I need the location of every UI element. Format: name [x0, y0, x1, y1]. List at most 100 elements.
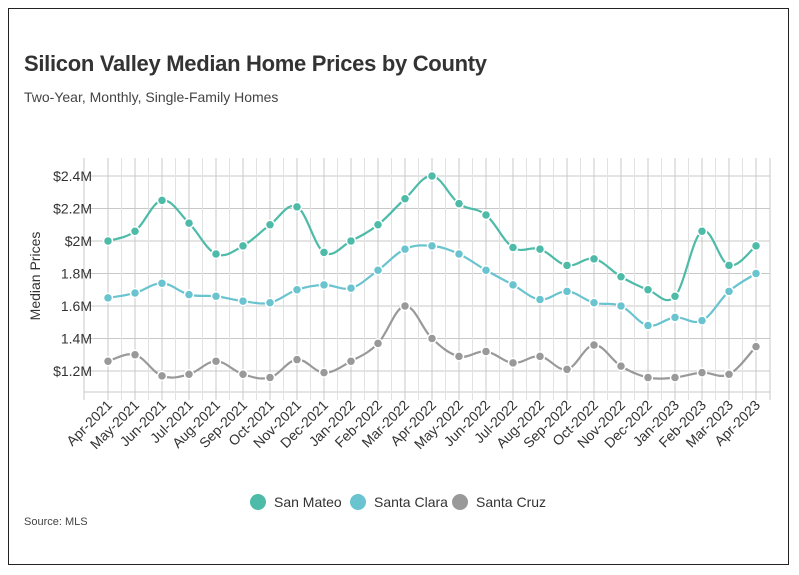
data-point-san-mateo	[669, 291, 681, 302]
data-point-san-mateo	[399, 193, 411, 204]
chart-subtitle: Two-Year, Monthly, Single-Family Homes	[24, 89, 279, 105]
data-point-santa-clara	[696, 315, 708, 326]
chart-frame	[8, 8, 789, 565]
y-axis-ticks: $1.2M 1.4M 1.6M 1.8M $2M $2.2M $2.4M	[53, 168, 92, 379]
data-point-san-mateo	[426, 170, 438, 182]
data-point-santa-clara	[399, 243, 411, 255]
data-point-santa-cruz	[588, 339, 600, 351]
legend: San Mateo Santa Clara Santa Cruz	[250, 494, 546, 510]
legend-label: Santa Clara	[374, 494, 448, 510]
data-point-santa-clara	[264, 297, 276, 308]
legend-label: Santa Cruz	[476, 494, 546, 510]
data-point-santa-clara	[129, 287, 141, 299]
y-tick-label: $2.2M	[53, 201, 92, 217]
data-point-santa-clara	[156, 278, 168, 289]
data-point-santa-clara	[507, 279, 519, 291]
data-point-santa-clara	[561, 286, 573, 297]
data-point-san-mateo	[237, 240, 249, 252]
legend-item-santa-clara: Santa Clara	[350, 494, 448, 510]
data-point-san-mateo	[480, 209, 492, 221]
data-point-santa-clara	[291, 284, 303, 295]
data-point-santa-cruz	[615, 360, 627, 372]
data-point-santa-clara	[480, 265, 492, 276]
data-point-san-mateo	[696, 226, 708, 237]
y-tick-label: $2M	[65, 233, 92, 249]
data-point-santa-cruz	[507, 357, 519, 369]
data-point-santa-cruz	[102, 356, 114, 367]
data-point-san-mateo	[507, 242, 519, 253]
data-point-santa-cruz	[399, 300, 411, 312]
y-tick-label: 1.4M	[61, 331, 92, 347]
data-point-santa-cruz	[318, 367, 330, 378]
data-point-santa-clara	[345, 282, 357, 294]
data-point-santa-clara	[318, 279, 330, 291]
y-tick-label: $1.2M	[53, 363, 92, 379]
data-point-santa-cruz	[669, 372, 681, 383]
data-point-san-mateo	[534, 243, 546, 255]
data-point-san-mateo	[615, 271, 627, 282]
data-point-san-mateo	[588, 253, 600, 265]
data-point-san-mateo	[210, 248, 222, 260]
data-point-san-mateo	[750, 240, 762, 252]
data-point-san-mateo	[102, 235, 114, 247]
data-point-santa-cruz	[696, 367, 708, 378]
data-point-santa-clara	[372, 265, 384, 276]
data-point-santa-clara	[615, 300, 627, 312]
data-point-santa-clara	[750, 268, 762, 279]
data-point-san-mateo	[561, 260, 573, 271]
data-point-santa-clara	[669, 312, 681, 323]
data-point-san-mateo	[723, 260, 735, 271]
data-point-santa-clara	[453, 248, 465, 260]
data-point-santa-cruz	[291, 354, 303, 365]
y-tick-label: 1.6M	[61, 298, 92, 314]
data-point-san-mateo	[345, 235, 357, 247]
data-point-santa-cruz	[264, 372, 276, 383]
data-point-san-mateo	[129, 226, 141, 237]
data-point-santa-cruz	[642, 372, 654, 383]
y-tick-label: $2.4M	[53, 168, 92, 184]
data-point-san-mateo	[183, 217, 195, 229]
data-point-santa-cruz	[534, 351, 546, 362]
data-point-san-mateo	[453, 198, 465, 209]
data-point-santa-cruz	[183, 369, 195, 380]
series-santa-clara	[102, 240, 762, 331]
data-point-san-mateo	[156, 195, 168, 206]
series-san-mateo	[102, 170, 762, 302]
data-point-santa-clara	[237, 295, 249, 307]
legend-item-santa-cruz: Santa Cruz	[452, 494, 546, 510]
data-point-san-mateo	[642, 284, 654, 295]
series-lines	[102, 170, 762, 383]
data-point-san-mateo	[291, 201, 303, 213]
data-point-santa-cruz	[561, 364, 573, 375]
data-point-santa-cruz	[345, 356, 357, 367]
data-point-santa-clara	[102, 292, 114, 304]
chart-title: Silicon Valley Median Home Prices by Cou…	[24, 51, 487, 76]
data-point-santa-clara	[642, 320, 654, 331]
legend-label: San Mateo	[274, 494, 342, 510]
chart-source: Source: MLS	[24, 516, 88, 528]
data-point-santa-clara	[426, 240, 438, 252]
data-point-santa-cruz	[750, 341, 762, 352]
data-point-santa-cruz	[237, 369, 249, 380]
data-point-san-mateo	[372, 219, 384, 230]
data-point-santa-cruz	[210, 356, 222, 367]
data-point-santa-cruz	[372, 338, 384, 349]
y-axis-label: Median Prices	[27, 232, 43, 321]
data-point-santa-cruz	[480, 346, 492, 357]
data-point-santa-cruz	[723, 369, 735, 380]
x-axis-ticks: Apr-2021May-2021Jun-2021Jul-2021Aug-2021…	[63, 397, 763, 452]
grid-lines	[83, 158, 771, 400]
data-point-santa-cruz	[453, 351, 465, 362]
legend-marker	[250, 494, 266, 510]
data-point-santa-clara	[588, 297, 600, 308]
series-santa-cruz	[102, 300, 762, 383]
data-point-san-mateo	[318, 247, 330, 258]
legend-item-san-mateo: San Mateo	[250, 494, 342, 510]
legend-marker	[452, 494, 468, 510]
data-point-santa-clara	[183, 289, 195, 300]
legend-marker	[350, 494, 366, 510]
y-tick-label: 1.8M	[61, 266, 92, 282]
data-point-santa-clara	[723, 286, 735, 297]
data-point-santa-cruz	[129, 349, 141, 360]
